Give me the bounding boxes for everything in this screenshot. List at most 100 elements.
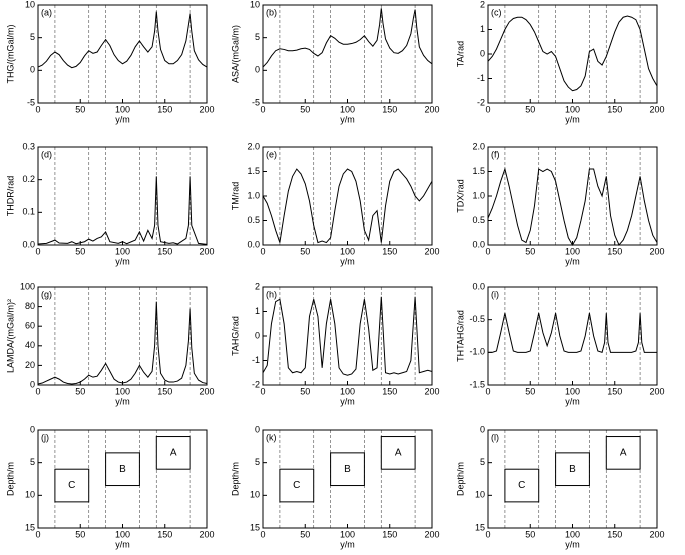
x-tick-label: 0 [485,386,490,396]
y-tick-label: 1.5 [472,166,485,176]
x-tick-label: 100 [565,529,580,539]
body-label: A [620,448,627,459]
y-tick-label: 10 [250,0,260,9]
x-tick-label: 150 [157,386,172,396]
x-axis-label: y/m [115,396,130,406]
y-tick-label: -1 [252,355,260,365]
x-tick-label: 200 [649,104,664,114]
x-tick-label: 50 [525,386,535,396]
y-axis-label: TA/rad [455,41,465,67]
x-axis-label: y/m [115,539,130,549]
y-axis-label: THDR/rad [5,176,15,217]
x-tick-label: 50 [525,529,535,539]
y-tick-label: 40 [25,340,35,350]
y-tick-label: -2 [252,379,260,389]
plot-frame [487,286,658,386]
x-axis-label: y/m [565,114,580,124]
x-tick-label: 100 [340,529,355,539]
x-tick-label: 200 [199,386,214,396]
y-tick-label: 0.5 [247,215,260,225]
y-axis-label: TDX/rad [455,179,465,213]
x-axis-label: y/m [565,396,580,406]
x-tick-label: 200 [649,246,664,256]
panel-label: (d) [41,149,52,159]
y-tick-label: 0 [480,424,485,434]
data-line [262,8,433,68]
panel-label: (k) [266,432,277,442]
x-tick-label: 200 [424,246,439,256]
y-tick-label: -5 [27,97,35,107]
panel-label: (h) [266,289,277,299]
y-tick-label: 0 [480,48,485,58]
y-axis-label: Depth/m [455,462,465,496]
y-tick-label: 80 [25,301,35,311]
x-axis-label: y/m [565,256,580,266]
body [279,468,315,503]
x-tick-label: 100 [565,104,580,114]
x-tick-label: 150 [157,104,172,114]
x-tick-label: 100 [115,246,130,256]
plot-frame [487,146,658,246]
y-tick-label: 2 [255,281,260,291]
y-axis-label: THG/(mGal/m) [5,25,15,84]
x-tick-label: 150 [607,529,622,539]
body-label: B [569,464,576,475]
plot-frame [487,4,658,104]
x-tick-label: 150 [607,104,622,114]
body-label: A [395,448,402,459]
y-axis-label: TAHG/rad [230,316,240,356]
x-tick-label: 50 [75,104,85,114]
body-label: C [293,480,300,491]
x-tick-label: 150 [382,529,397,539]
y-tick-label: 0 [30,424,35,434]
x-tick-label: 200 [649,529,664,539]
panel-label: (l) [491,432,499,442]
x-tick-label: 100 [340,104,355,114]
y-tick-label: 10 [250,490,260,500]
data-line [487,167,658,247]
y-tick-label: 5 [30,457,35,467]
y-tick-label: -1.5 [469,379,485,389]
x-axis-label: y/m [340,539,355,549]
y-tick-label: 0.0 [472,239,485,249]
x-tick-label: 200 [424,104,439,114]
body-label: A [170,448,177,459]
x-tick-label: 200 [199,104,214,114]
x-tick-label: 0 [260,104,265,114]
panel-label: (a) [41,7,52,17]
plot-frame [37,286,208,386]
x-tick-label: 0 [260,386,265,396]
x-tick-label: 150 [382,246,397,256]
y-tick-label: 15 [25,522,35,532]
y-tick-label: 0.0 [472,281,485,291]
y-tick-label: 0 [255,330,260,340]
y-tick-label: 0 [255,424,260,434]
x-tick-label: 50 [75,386,85,396]
body [555,452,590,487]
x-tick-label: 200 [199,529,214,539]
y-tick-label: 2.0 [472,141,485,151]
y-tick-label: 5 [30,32,35,42]
y-tick-label: 0.3 [22,141,35,151]
data-line [37,176,208,245]
y-tick-label: 0.0 [22,239,35,249]
y-tick-label: 0.5 [472,215,485,225]
y-tick-label: 0.2 [22,174,35,184]
data-line [37,301,208,385]
plot-frame [37,146,208,246]
x-tick-label: 200 [649,386,664,396]
y-tick-label: -1.0 [469,347,485,357]
x-tick-label: 50 [300,104,310,114]
x-tick-label: 0 [35,104,40,114]
x-tick-label: 150 [382,386,397,396]
body [54,468,90,503]
x-tick-label: 100 [340,246,355,256]
x-tick-label: 0 [35,529,40,539]
y-tick-label: 5 [255,32,260,42]
x-tick-label: 0 [485,246,490,256]
panel-label: (g) [41,289,52,299]
x-axis-label: y/m [340,256,355,266]
y-tick-label: 2 [480,0,485,9]
y-tick-label: 0 [255,65,260,75]
body [504,468,540,503]
